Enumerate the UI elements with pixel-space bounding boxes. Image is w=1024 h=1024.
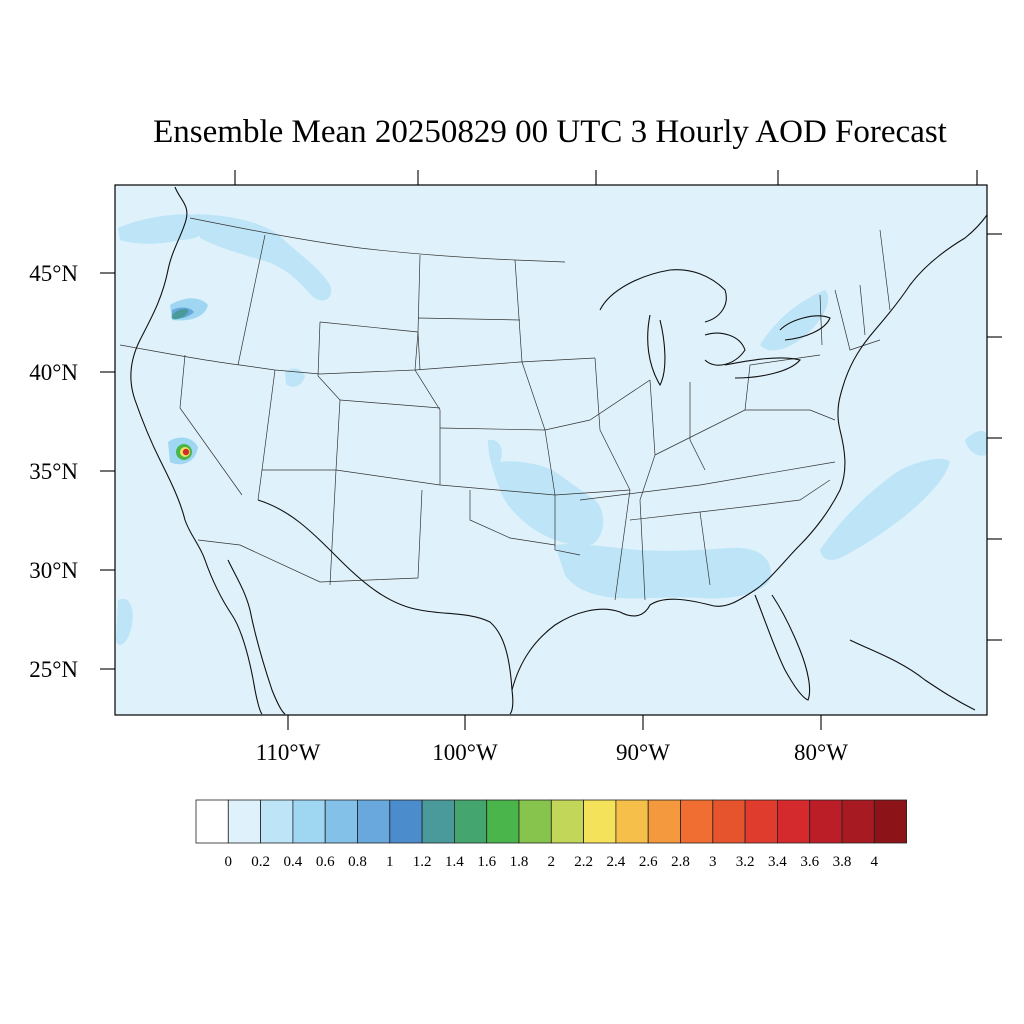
aod-hotspot-oregon [171,308,189,320]
colorbar-boxes [195,799,907,844]
colorbar-swatch [453,799,488,844]
colorbar-swatch [227,799,262,844]
colorbar-swatch [486,799,520,844]
map-background [115,185,987,715]
colorbar-label: 0.4 [284,854,303,870]
colorbar-label: 3.6 [800,854,819,870]
colorbar-swatch [421,799,455,844]
aod-hotspot-nevada [176,444,192,460]
colorbar-swatch [744,799,778,844]
colorbar-swatch [680,799,714,844]
lat-label: 40°N [29,360,78,385]
colorbar-labels: 0 0.2 0.4 0.6 0.8 1 1.2 1.4 1.6 1.8 2 2.2 2.4 2.6 2.8 3… [225,854,879,870]
colorbar-label: 0 [225,854,233,870]
colorbar-swatch [260,799,294,844]
colorbar-label: 3.4 [768,854,787,870]
lat-label: 35°N [29,459,78,484]
colorbar-swatch [615,799,649,844]
coastlines [130,186,988,715]
colorbar-label: 2.4 [607,854,626,870]
colorbar-label: 1.8 [510,854,529,870]
colorbar-label: 0.2 [251,854,270,870]
colorbar-swatch [550,799,584,844]
colorbar-label: 1.4 [445,854,464,870]
lon-labels: 110°W 100°W 90°W 80°W [256,740,849,765]
colorbar-label: 1.6 [477,854,496,870]
colorbar-label: 3 [709,854,717,870]
colorbar-label: 2.2 [574,854,593,870]
colorbar-swatch [357,799,391,844]
colorbar-swatch [518,799,552,844]
colorbar: 0 0.2 0.4 0.6 0.8 1 1.2 1.4 1.6 1.8 2 2.2 2.4 2.6 2.8 3… [195,799,907,870]
colorbar-swatch [324,799,358,844]
aod-plumes [116,214,987,645]
lon-label: 110°W [256,740,321,765]
colorbar-label: 1.2 [413,854,432,870]
colorbar-swatch [389,799,423,844]
lat-labels: 45°N 40°N 35°N 30°N 25°N [29,261,78,682]
lon-label: 90°W [616,740,670,765]
lat-label: 25°N [29,657,78,682]
map-panel: 45°N 40°N 35°N 30°N 25°N 110°W 100°W 90°… [29,170,1002,765]
colorbar-swatch [195,799,229,844]
colorbar-label: 2.8 [671,854,690,870]
colorbar-swatch [777,799,811,844]
colorbar-label: 4 [871,854,879,870]
colorbar-label: 3.2 [736,854,755,870]
colorbar-swatch [712,799,746,844]
colorbar-label: 0.6 [316,854,335,870]
map-title: Ensemble Mean 20250829 00 UTC 3 Hourly A… [153,114,947,150]
map-frame [114,184,988,716]
colorbar-swatch [841,799,875,844]
colorbar-swatch [292,799,326,844]
colorbar-swatch [647,799,681,844]
colorbar-swatch [809,799,843,844]
colorbar-swatch [873,799,907,844]
lon-label: 100°W [432,740,498,765]
colorbar-label: 2.6 [639,854,658,870]
colorbar-label: 1 [386,854,394,870]
lat-label: 30°N [29,558,78,583]
colorbar-label: 3.8 [833,854,852,870]
lon-label: 80°W [794,740,848,765]
colorbar-label: 0.8 [348,854,367,870]
colorbar-label: 2 [548,854,556,870]
state-borders [119,217,891,601]
colorbar-swatch [583,799,617,844]
lat-label: 45°N [29,261,78,286]
map-ticks [100,170,1002,730]
